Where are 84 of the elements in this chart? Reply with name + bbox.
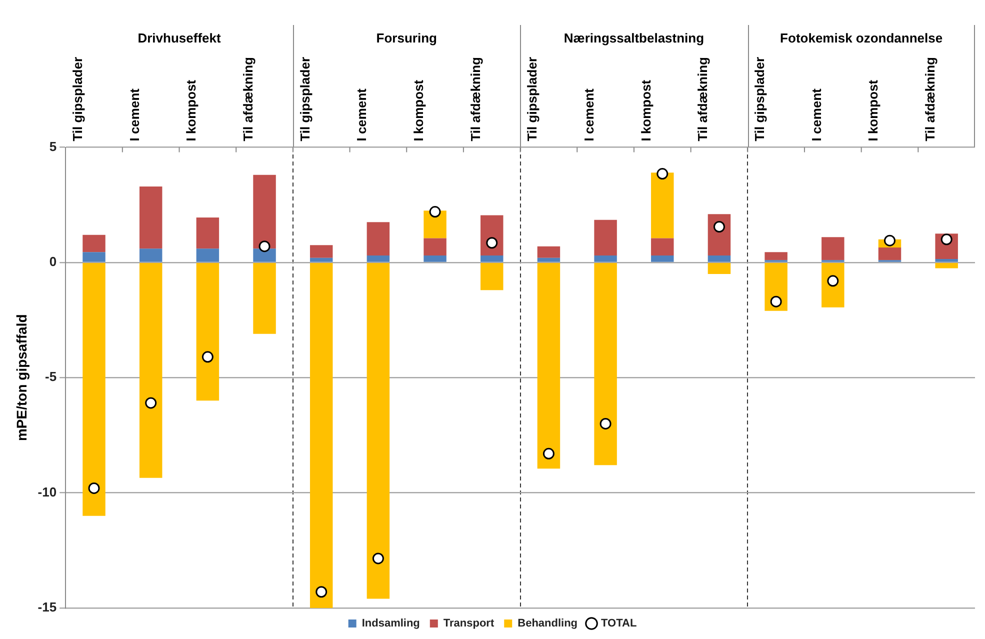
y-tick-label: 0 <box>49 254 57 270</box>
point <box>884 234 896 246</box>
legend-label: Transport <box>443 618 494 630</box>
x-tick-label: I cement <box>126 88 142 142</box>
bar <box>594 220 617 256</box>
bar <box>196 248 220 262</box>
bar <box>651 256 674 262</box>
bar <box>82 252 106 262</box>
x-tick-label: I kompost <box>638 79 654 142</box>
x-tick-label: Til gipsplader <box>70 56 85 142</box>
point <box>486 237 498 249</box>
bar <box>139 186 162 249</box>
x-tick-label: Til afdækning <box>468 56 483 142</box>
bar <box>366 256 390 262</box>
y-axis-title: mPE/ton gipsaffald <box>13 314 30 442</box>
bar <box>139 263 162 478</box>
bar <box>196 263 220 401</box>
legend-label: TOTAL <box>601 618 637 630</box>
bar <box>537 263 560 469</box>
bar <box>651 172 674 238</box>
bar <box>935 259 958 262</box>
bar <box>366 263 390 599</box>
bar <box>822 237 844 260</box>
x-tick-label: I kompost <box>184 79 199 142</box>
y-tick-label: -15 <box>38 600 57 615</box>
bar <box>537 258 560 262</box>
point <box>145 397 157 409</box>
x-tick-label: I cement <box>354 88 370 142</box>
bar <box>651 238 674 256</box>
x-tick-label: I kompost <box>411 79 426 142</box>
bar <box>537 246 560 258</box>
bar <box>82 234 106 252</box>
bar <box>424 238 446 256</box>
legend-label: Indsamling <box>362 618 420 630</box>
bar <box>139 248 162 262</box>
x-tick-label: Til gipsplader <box>297 56 312 142</box>
text: Drivhuseffekt <box>138 30 222 46</box>
x-tick-label: Til gipsplader <box>524 56 540 142</box>
bar <box>366 222 390 256</box>
point <box>600 418 612 430</box>
bar <box>935 263 958 268</box>
legend-label: Behandling <box>518 618 578 630</box>
point <box>542 448 554 460</box>
bar <box>82 263 106 516</box>
point <box>372 552 384 564</box>
x-tick-label: Til gipsplader <box>752 56 768 142</box>
x-tick-label: I cement <box>808 88 824 142</box>
point <box>940 234 952 246</box>
point <box>713 221 725 233</box>
point <box>202 351 214 363</box>
x-tick-label: Til afdækning <box>695 56 710 142</box>
bar <box>310 245 333 258</box>
x-tick-label: Til afdækning <box>922 56 938 142</box>
x-tick-label: I kompost <box>866 79 881 142</box>
point <box>429 206 441 218</box>
bar <box>310 263 333 608</box>
bar <box>764 252 788 260</box>
bar <box>480 263 504 290</box>
point <box>258 240 270 252</box>
x-tick-label: I cement <box>582 88 597 142</box>
bar <box>764 263 788 311</box>
point <box>770 296 782 308</box>
bar <box>310 258 333 262</box>
bar <box>253 248 276 262</box>
bar <box>424 256 446 262</box>
text: Næringssaltbelastning <box>564 30 704 46</box>
bar <box>708 263 731 274</box>
text: Forsuring <box>376 30 438 46</box>
bar <box>594 263 617 466</box>
point <box>88 482 100 494</box>
x-tick-label: Til afdækning <box>240 56 256 142</box>
point <box>316 586 328 598</box>
bar <box>253 263 276 334</box>
bar <box>480 256 504 262</box>
text: Fotokemisk ozondannelse <box>780 30 943 46</box>
y-tick-label: -10 <box>38 484 57 500</box>
bar <box>253 174 276 249</box>
bar <box>196 218 220 249</box>
y-tick-label: 5 <box>49 138 57 154</box>
point <box>656 168 668 180</box>
bar <box>708 256 731 262</box>
y-tick-label: -5 <box>45 369 57 384</box>
bar <box>878 247 902 260</box>
bar <box>594 256 617 262</box>
